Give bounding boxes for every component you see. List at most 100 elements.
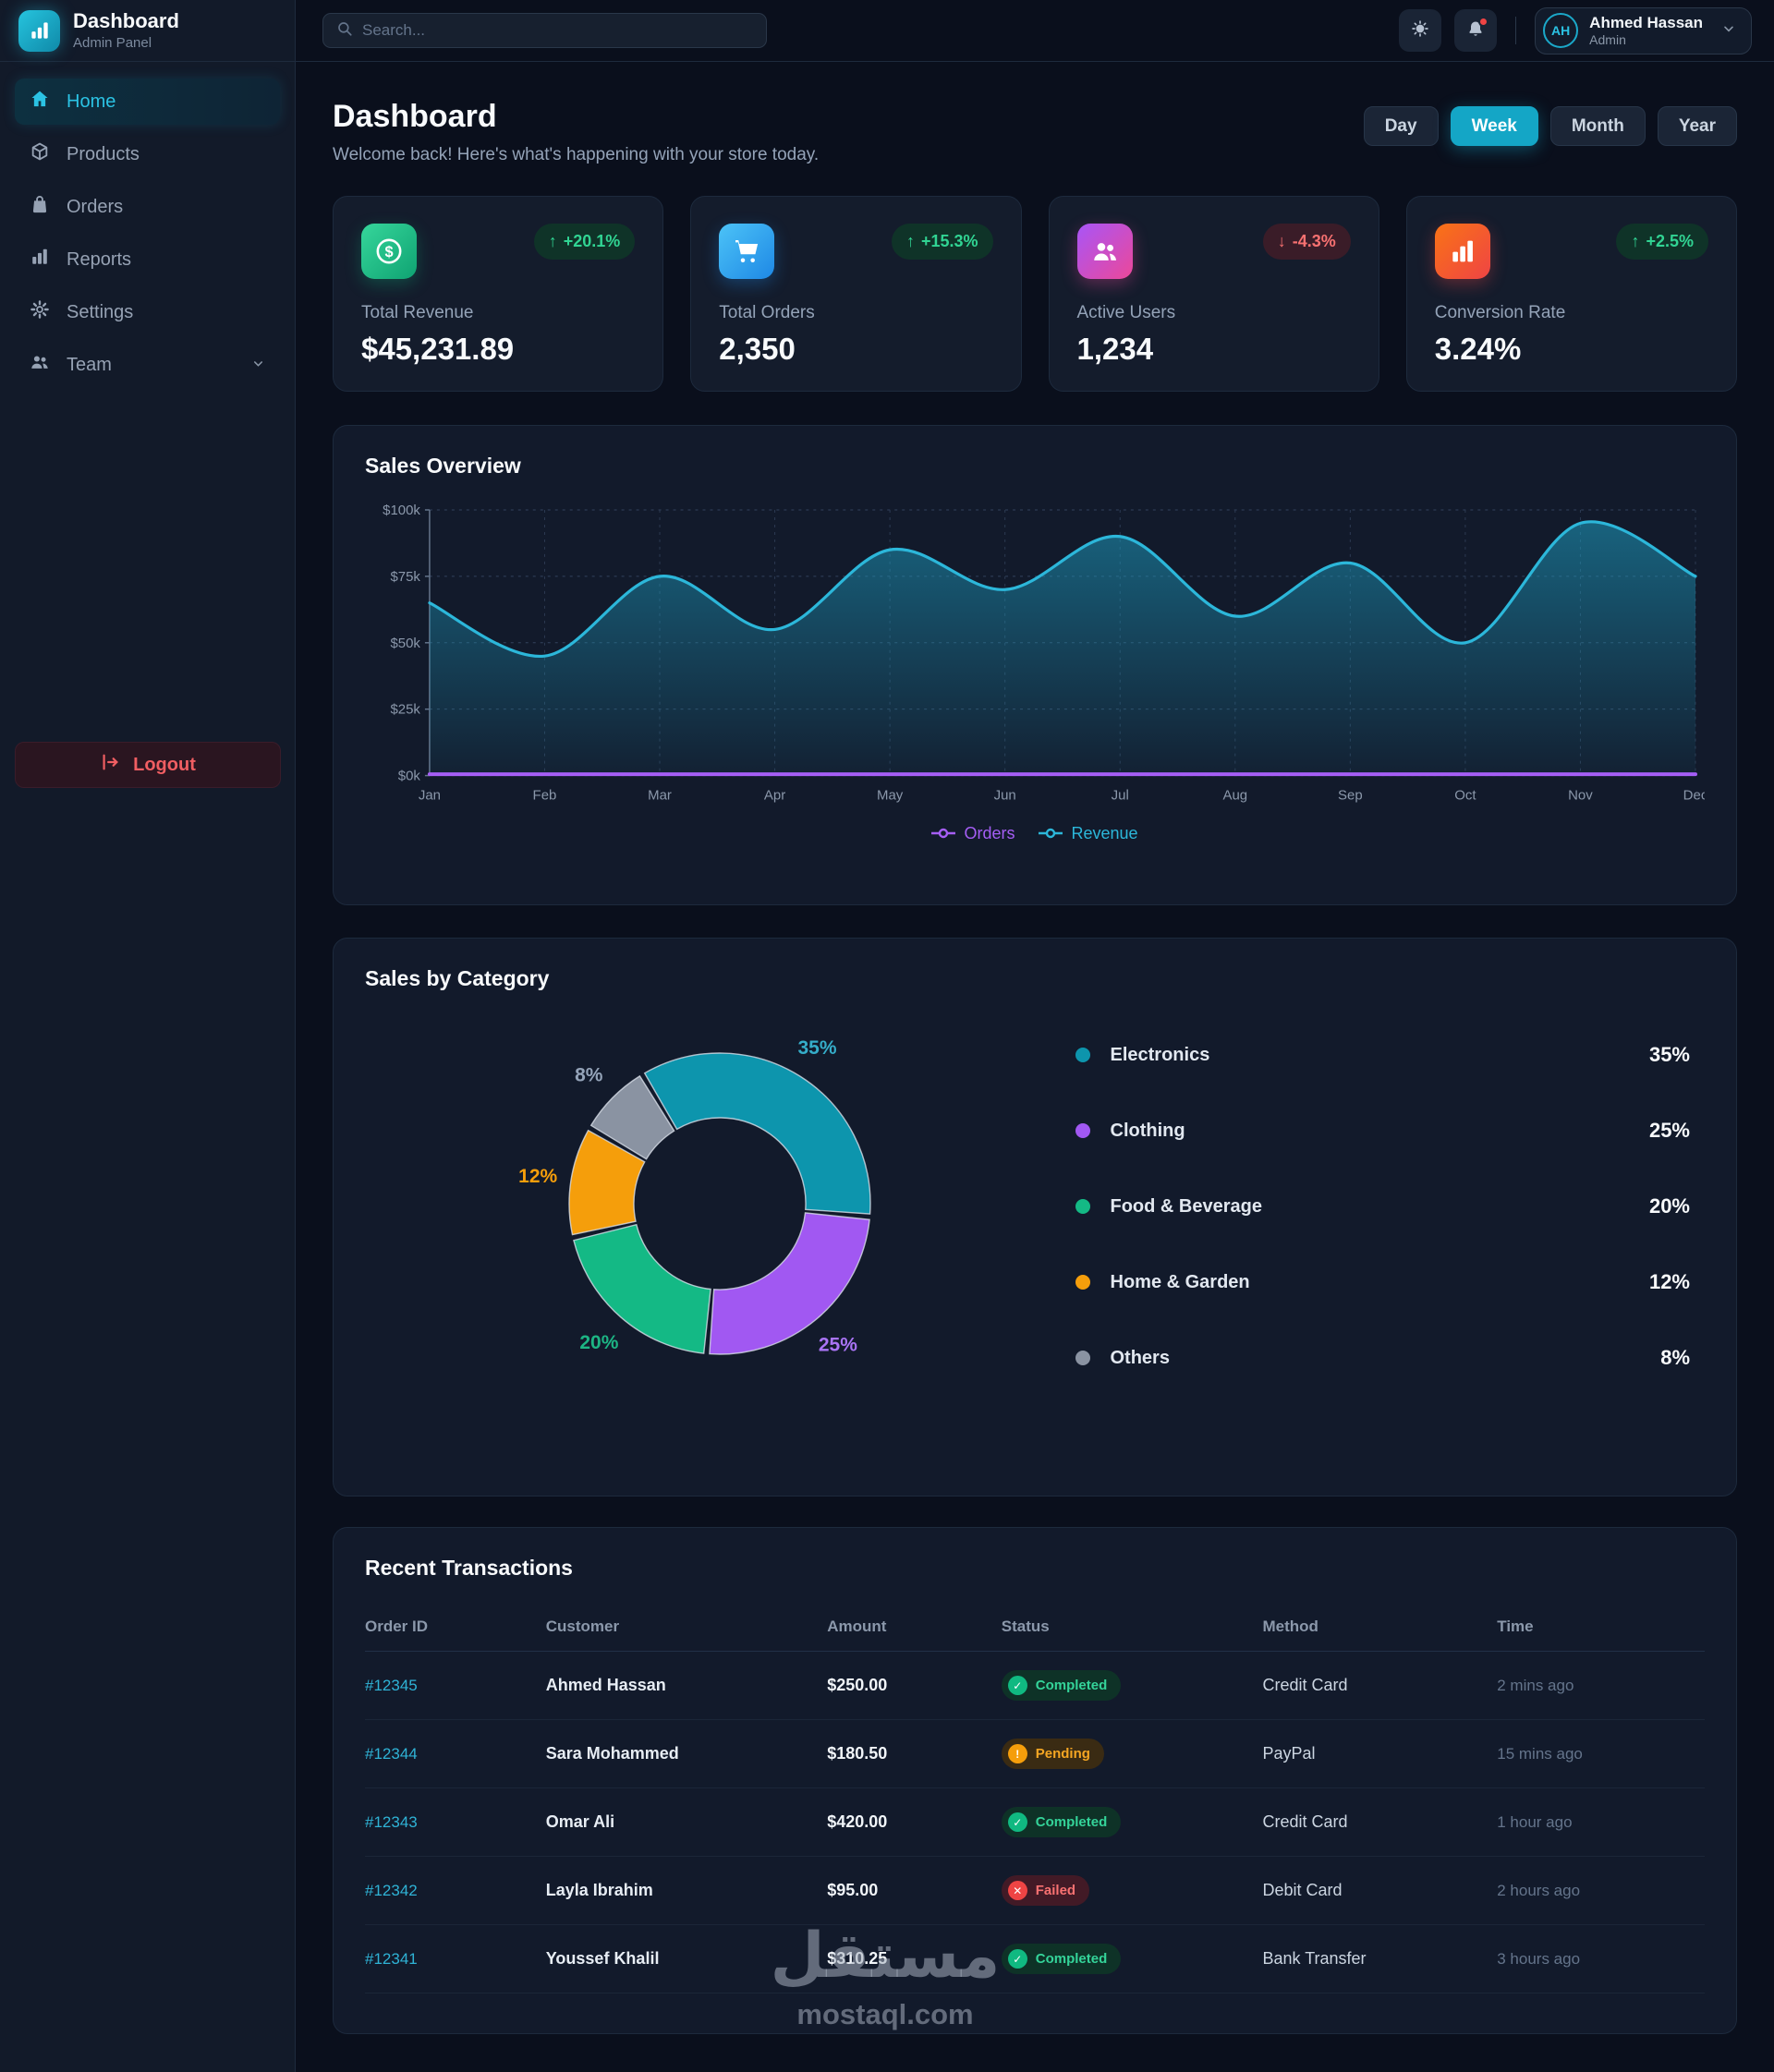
table-row: #12345 Ahmed Hassan $250.00 ✓ Completed Credi…	[365, 1652, 1705, 1720]
svg-text:Nov: Nov	[1568, 788, 1593, 804]
category-legend-row[interactable]: Clothing 25%	[1075, 1093, 1690, 1169]
user-menu[interactable]: AH Ahmed Hassan Admin	[1535, 6, 1752, 55]
change-badge: ↑ +15.3%	[891, 224, 993, 260]
chevron-down-icon	[1721, 21, 1736, 41]
customer-name: Layla Ibrahim	[545, 1881, 653, 1899]
range-button-week[interactable]: Week	[1450, 106, 1538, 146]
sidebar-item-products[interactable]: Products	[15, 131, 280, 177]
sidebar-item-settings[interactable]: Settings	[15, 289, 280, 335]
sales-by-category-title: Sales by Category	[365, 966, 550, 990]
donut-label: 8%	[575, 1064, 603, 1085]
transaction-time: 3 hours ago	[1497, 1949, 1581, 1968]
donut-slice-electronics[interactable]	[643, 1052, 871, 1215]
payment-method: Credit Card	[1262, 1676, 1348, 1694]
payment-method: Credit Card	[1262, 1812, 1348, 1831]
svg-text:$: $	[384, 244, 393, 261]
sidebar-item-home[interactable]: Home	[15, 79, 280, 125]
category-percent: 12%	[1648, 1270, 1690, 1293]
status-badge: ! Pending	[1001, 1739, 1104, 1769]
category-legend-row[interactable]: Electronics 35%	[1075, 1017, 1690, 1093]
transaction-time: 15 mins ago	[1497, 1744, 1583, 1763]
stat-value: 2,350	[719, 332, 796, 366]
search-box[interactable]	[322, 13, 767, 48]
amount: $95.00	[827, 1881, 879, 1899]
payment-method: PayPal	[1262, 1744, 1316, 1763]
chart-bars-icon	[1434, 224, 1490, 279]
legend-marker	[1039, 824, 1063, 843]
amount: $420.00	[827, 1812, 888, 1831]
donut-slice-others[interactable]	[589, 1074, 675, 1160]
legend-item-orders[interactable]: Orders	[931, 824, 1015, 843]
svg-text:Aug: Aug	[1222, 788, 1247, 804]
topbar-divider	[1515, 17, 1517, 44]
category-color-dot	[1075, 1351, 1090, 1365]
app-title: Dashboard	[73, 8, 179, 32]
logout-icon	[100, 752, 120, 778]
legend-label: Orders	[964, 823, 1015, 842]
app-logo-icon	[18, 9, 60, 52]
range-button-year[interactable]: Year	[1657, 106, 1737, 146]
payment-method: Bank Transfer	[1262, 1949, 1367, 1968]
sidebar-item-label: Home	[67, 91, 116, 112]
stat-value: 3.24%	[1434, 332, 1522, 366]
order-id-link[interactable]: #12344	[365, 1744, 418, 1763]
category-legend: Electronics 35% Clothing 25% Food & Beverage…	[1075, 999, 1706, 1414]
search-input[interactable]	[362, 21, 753, 40]
donut-label: 35%	[798, 1037, 837, 1059]
legend-marker	[931, 824, 956, 843]
donut-slice-clothing[interactable]	[709, 1212, 871, 1355]
range-button-month[interactable]: Month	[1549, 106, 1646, 146]
category-percent: 25%	[1648, 1119, 1690, 1142]
revenue-line	[428, 520, 1697, 658]
table-row: #12342 Layla Ibrahim $95.00 ✕ Failed Debit Ca…	[365, 1857, 1705, 1925]
sidebar-item-orders[interactable]: Orders	[15, 184, 280, 230]
sales-overview-svg: $0k $25k $50k $75k $100k Jan Feb Mar Apr May Jun Ju…	[383, 503, 1705, 804]
search-icon	[336, 20, 353, 42]
sidebar-item-team[interactable]: Team	[15, 342, 280, 388]
category-legend-row[interactable]: Others 8%	[1075, 1320, 1690, 1396]
category-legend-row[interactable]: Home & Garden 12%	[1075, 1244, 1690, 1320]
team-icon	[30, 352, 50, 378]
order-id-link[interactable]: #12342	[365, 1881, 418, 1899]
stat-value: 1,234	[1076, 332, 1154, 366]
svg-text:$0k: $0k	[398, 769, 421, 784]
logout-button[interactable]: Logout	[15, 742, 281, 788]
arrow-up-icon: ↑	[548, 232, 557, 250]
svg-text:Jul: Jul	[1112, 788, 1129, 804]
svg-text:Oct: Oct	[1454, 788, 1476, 804]
amount: $180.50	[827, 1744, 888, 1763]
stat-label: Active Users	[1076, 303, 1176, 322]
home-icon	[30, 89, 50, 115]
donut-slice-food-beverage[interactable]	[573, 1223, 712, 1354]
svg-text:$25k: $25k	[390, 702, 420, 718]
category-name: Clothing	[1110, 1120, 1185, 1141]
svg-text:May: May	[877, 788, 904, 804]
sidebar-item-reports[interactable]: Reports	[15, 236, 280, 283]
order-id-link[interactable]: #12345	[365, 1676, 418, 1694]
bar-chart-icon	[30, 247, 50, 273]
sun-icon	[1411, 19, 1429, 42]
box-icon	[30, 141, 50, 167]
category-legend-row[interactable]: Food & Beverage 20%	[1075, 1169, 1690, 1244]
arrow-down-icon: ↓	[1277, 232, 1286, 250]
payment-method: Debit Card	[1262, 1881, 1343, 1899]
range-button-day[interactable]: Day	[1363, 106, 1439, 146]
recent-transactions-title: Recent Transactions	[365, 1556, 573, 1580]
legend-item-revenue[interactable]: Revenue	[1039, 824, 1138, 843]
stat-cards-row: $ ↑ +20.1% Total Revenue $45,231.89 ↑ +15.3% To…	[333, 196, 1737, 392]
users-icon	[1076, 224, 1133, 279]
donut-slice-home-garden[interactable]	[568, 1129, 646, 1236]
theme-toggle-button[interactable]	[1399, 9, 1442, 52]
chevron-down-icon	[251, 355, 265, 376]
status-label: Failed	[1035, 1883, 1076, 1898]
status-label: Pending	[1035, 1746, 1090, 1762]
order-id-link[interactable]: #12343	[365, 1812, 418, 1831]
change-badge: ↑ +2.5%	[1616, 224, 1708, 260]
category-color-dot	[1075, 1048, 1090, 1062]
column-header: Time	[1497, 1618, 1534, 1635]
cart-icon	[719, 224, 775, 279]
topbar: AH Ahmed Hassan Admin	[296, 0, 1774, 62]
notifications-button[interactable]	[1454, 9, 1498, 52]
recent-transactions-panel: Recent Transactions Order ID Customer Amou…	[333, 1527, 1737, 2034]
order-id-link[interactable]: #12341	[365, 1949, 418, 1968]
